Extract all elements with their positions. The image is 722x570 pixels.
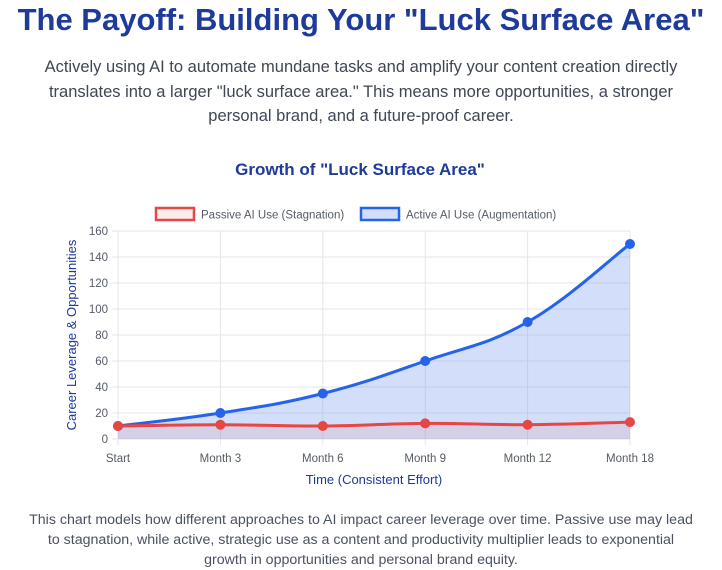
- intro-line: translates into a larger "luck surface a…: [48, 82, 674, 101]
- y-axis-title: Career Leverage & Opportunities: [64, 239, 79, 430]
- area-active: [118, 244, 630, 439]
- caption-line: growth in opportunities and personal bra…: [204, 552, 518, 568]
- point-passive: [522, 419, 533, 430]
- chart-title: Growth of "Luck Surface Area": [235, 160, 485, 179]
- x-tick-label: Month 3: [200, 453, 242, 465]
- y-tick-label: 100: [89, 304, 108, 316]
- intro-paragraph: Actively using AI to automate mundane ta…: [0, 55, 722, 129]
- x-axis-title: Time (Consistent Effort): [306, 472, 443, 487]
- page-title: The Payoff: Building Your "Luck Surface …: [17, 2, 705, 37]
- point-active: [522, 317, 533, 327]
- point-passive: [317, 421, 328, 431]
- point-passive: [420, 418, 431, 429]
- point-active: [420, 356, 431, 366]
- y-tick-label: 80: [95, 330, 108, 342]
- intro-line: personal brand, and a future-proof caree…: [208, 107, 514, 125]
- point-active: [625, 239, 635, 249]
- chart-lines: [117, 242, 631, 428]
- chart-grid: [112, 230, 631, 445]
- point-passive: [113, 421, 123, 431]
- x-tick-label: Start: [106, 453, 131, 465]
- chart-points: [113, 239, 635, 431]
- y-tick-label: 140: [89, 252, 108, 264]
- y-tick-label: 60: [95, 356, 108, 368]
- chart-legend: Passive AI Use (Stagnation) Active AI Us…: [154, 206, 556, 222]
- y-tick-label: 0: [102, 434, 108, 446]
- legend-label-active: Active AI Use (Augmentation): [406, 210, 556, 222]
- x-tick-label: Month 9: [404, 453, 446, 465]
- x-tick-label: Month 6: [302, 453, 344, 465]
- point-passive: [625, 417, 635, 428]
- x-tick-label: Month 12: [504, 453, 552, 465]
- line-passive: [117, 420, 631, 428]
- luck-surface-chart: Growth of "Luck Surface Area" Passive AI…: [64, 160, 654, 487]
- y-tick-label: 160: [89, 226, 108, 238]
- chart-caption: This chart models how different approach…: [0, 510, 722, 570]
- line-active: [117, 242, 631, 428]
- y-tick-label: 20: [95, 408, 108, 420]
- y-tick-label: 40: [95, 382, 108, 394]
- x-tick-label: Month 18: [606, 453, 654, 465]
- legend-swatch-passive: [154, 206, 196, 222]
- chart-ticks: 0 20 40 60 80 100 120 140 160 Start Month 3 Month 6…: [89, 226, 654, 465]
- caption-line: This chart models how different approach…: [29, 512, 693, 528]
- y-tick-label: 120: [89, 278, 108, 290]
- legend-swatch-active: [359, 206, 401, 222]
- caption-line: to stagnation, while active, strategic u…: [47, 532, 675, 548]
- legend-label-passive: Passive AI Use (Stagnation): [201, 210, 344, 222]
- chart-areas: [118, 244, 630, 439]
- point-active: [215, 408, 226, 418]
- point-passive: [215, 419, 226, 430]
- point-active: [317, 388, 328, 399]
- intro-line: Actively using AI to automate mundane ta…: [44, 58, 678, 76]
